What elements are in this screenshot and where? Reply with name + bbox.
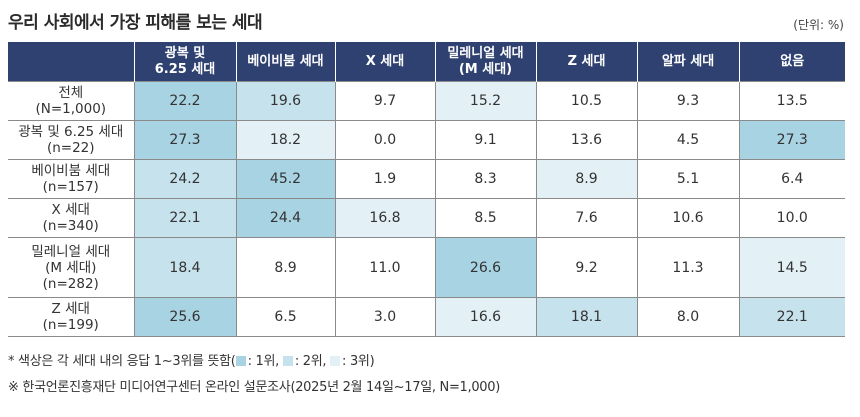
table-cell: 8.9 — [235, 237, 335, 298]
table-row: X 세대 (n=340) 22.1 24.4 16.8 8.5 7.6 10.6 10.0 — [8, 198, 845, 238]
legend-rank1: : 1위, — [247, 354, 280, 369]
table-cell: 6.4 — [738, 159, 845, 199]
column-header-line: 알파 세대 — [661, 53, 715, 69]
table-row: 광복 및 6.25 세대 (n=22) 27.3 18.2 0.0 9.1 13.6 4.5 2… — [8, 120, 845, 160]
row-header-line: Z 세대 — [51, 301, 90, 317]
header-corner — [8, 42, 134, 82]
column-header-line: 베이비붐 세대 — [247, 53, 324, 69]
table-cell: 10.0 — [738, 198, 845, 238]
legend-rank3: : 3위) — [342, 354, 375, 369]
table-row: 전체 (N=1,000) 22.2 19.6 9.7 15.2 10.5 9.3 13.5 — [8, 81, 845, 121]
table-cell: 19.6 — [235, 81, 335, 121]
header-row: 광복 및 6.25 세대 베이비붐 세대 X 세대 밀레니얼 세대 (M 세대) Z 세대 알… — [8, 42, 845, 82]
table-cell: 22.1 — [133, 198, 236, 238]
table-cell: 24.2 — [133, 159, 236, 199]
table-cell: 18.4 — [133, 237, 236, 298]
table-cell: 22.1 — [738, 297, 845, 337]
table-cell: 13.6 — [535, 120, 637, 160]
table-cell: 6.5 — [235, 297, 335, 337]
row-header: 광복 및 6.25 세대 (n=22) — [8, 120, 134, 160]
table-cell: 27.3 — [738, 120, 845, 160]
table-cell: 9.1 — [434, 120, 536, 160]
table-cell: 45.2 — [235, 159, 335, 199]
column-header: Z 세대 — [535, 42, 637, 82]
column-header: X 세대 — [334, 42, 435, 82]
table-cell: 16.6 — [434, 297, 536, 337]
table-cell: 8.0 — [636, 297, 739, 337]
table-row: 밀레니얼 세대 (M 세대) (n=282) 18.4 8.9 11.0 26.6 9.2 11… — [8, 237, 845, 298]
table-cell: 25.6 — [133, 297, 236, 337]
row-header: 전체 (N=1,000) — [8, 81, 134, 121]
table-cell: 4.5 — [636, 120, 739, 160]
table-body: 전체 (N=1,000) 22.2 19.6 9.7 15.2 10.5 9.3 13.5 광복 … — [8, 81, 845, 337]
table-cell: 11.0 — [334, 237, 435, 298]
table-cell: 15.2 — [434, 81, 536, 121]
column-header-line: Z 세대 — [567, 53, 606, 69]
table-cell: 26.6 — [434, 237, 536, 298]
legend-prefix: * 색상은 각 세대 내의 응답 1~3위를 뜻함( — [8, 354, 236, 369]
row-header: 밀레니얼 세대 (M 세대) (n=282) — [8, 237, 134, 298]
table-cell: 14.5 — [738, 237, 845, 298]
row-header: 베이비붐 세대 (n=157) — [8, 159, 134, 199]
table-row: 베이비붐 세대 (n=157) 24.2 45.2 1.9 8.3 8.9 5.1 6.4 — [8, 159, 845, 199]
table-cell: 24.4 — [235, 198, 335, 238]
table-cell: 8.3 — [434, 159, 536, 199]
table-cell: 18.2 — [235, 120, 335, 160]
table-cell: 27.3 — [133, 120, 236, 160]
column-header-line: 밀레니얼 세대 — [447, 45, 524, 61]
unit-label: (단위: %) — [793, 18, 844, 32]
column-header-line: 6.25 세대 — [154, 61, 216, 77]
row-header-line: 밀레니얼 세대 — [31, 243, 111, 260]
row-header-line: 전체 — [58, 85, 84, 101]
row-header-line: (n=157) — [42, 179, 99, 195]
rank1-swatch — [235, 356, 246, 366]
table-cell: 8.5 — [434, 198, 536, 238]
table-cell: 11.3 — [636, 237, 739, 298]
table-cell: 3.0 — [334, 297, 435, 337]
column-header: 베이비붐 세대 — [235, 42, 335, 82]
legend-note: * 색상은 각 세대 내의 응답 1~3위를 뜻함( : 1위, : 2위, : … — [8, 350, 375, 369]
column-header-line: 광복 및 — [164, 45, 206, 61]
rank3-swatch — [330, 356, 341, 366]
rank2-swatch — [282, 356, 293, 366]
legend-rank2: : 2위, — [294, 354, 327, 369]
table-cell: 13.5 — [738, 81, 845, 121]
table-row: Z 세대 (n=199) 25.6 6.5 3.0 16.6 18.1 8.0 22.1 — [8, 297, 845, 337]
row-header-line: 베이비붐 세대 — [31, 163, 111, 179]
column-header: 알파 세대 — [636, 42, 739, 82]
column-header-line: X 세대 — [365, 53, 405, 69]
column-header: 광복 및 6.25 세대 — [133, 42, 236, 82]
row-header-line: X 세대 — [51, 202, 90, 218]
chart-title: 우리 사회에서 가장 피해를 보는 세대 — [8, 13, 263, 33]
row-header: X 세대 (n=340) — [8, 198, 134, 238]
row-header-line: (n=282) — [42, 275, 99, 292]
table-cell: 9.3 — [636, 81, 739, 121]
row-header-line: (n=199) — [42, 317, 99, 333]
table-cell: 10.5 — [535, 81, 637, 121]
row-header-line: (N=1,000) — [35, 101, 107, 117]
table-cell: 18.1 — [535, 297, 637, 337]
row-header-line: 광복 및 6.25 세대 — [18, 124, 124, 140]
row-header: Z 세대 (n=199) — [8, 297, 134, 337]
table-cell: 0.0 — [334, 120, 435, 160]
column-header-line: 없음 — [780, 53, 805, 69]
data-table: 광복 및 6.25 세대 베이비붐 세대 X 세대 밀레니얼 세대 (M 세대) Z 세대 알… — [8, 42, 845, 337]
table-cell: 8.9 — [535, 159, 637, 199]
table-cell: 7.6 — [535, 198, 637, 238]
source-note: ※ 한국언론진흥재단 미디어연구센터 온라인 설문조사(2025년 2월 14일… — [8, 380, 501, 395]
table-cell: 9.7 — [334, 81, 435, 121]
table-cell: 16.8 — [334, 198, 435, 238]
column-header: 밀레니얼 세대 (M 세대) — [434, 42, 536, 82]
row-header-line: (n=22) — [46, 140, 95, 156]
row-header-line: (n=340) — [42, 218, 99, 234]
table-cell: 1.9 — [334, 159, 435, 199]
row-header-line: (M 세대) — [45, 259, 97, 276]
table-cell: 9.2 — [535, 237, 637, 298]
table-cell: 10.6 — [636, 198, 739, 238]
column-header: 없음 — [738, 42, 845, 82]
table-cell: 22.2 — [133, 81, 236, 121]
table-cell: 5.1 — [636, 159, 739, 199]
column-header-line: (M 세대) — [458, 61, 513, 77]
